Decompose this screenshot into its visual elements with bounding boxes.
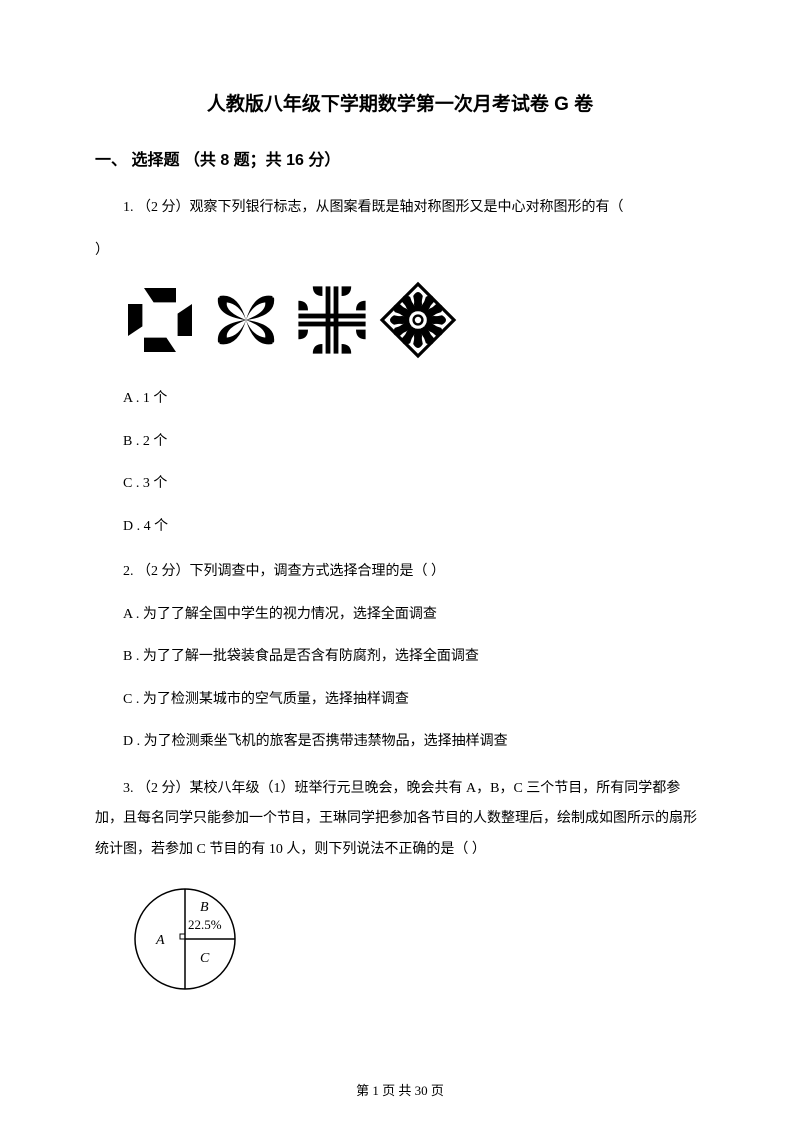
q1-stem-paren: ）: [95, 240, 705, 262]
q2-opt-a: A . 为了了解全国中学生的视力情况，选择全面调查: [95, 604, 705, 626]
q1-opt-c: C . 3 个: [95, 473, 705, 495]
pie-label-c: C: [200, 951, 210, 966]
q2-opt-b: B . 为了了解一批袋装食品是否含有防腐剂，选择全面调查: [95, 646, 705, 668]
q1-opt-b: B . 2 个: [95, 431, 705, 453]
q1-opt-d: D . 4 个: [95, 516, 705, 538]
q1-opt-a: A . 1 个: [95, 388, 705, 410]
section-header: 一、 选择题 （共 8 题；共 16 分）: [95, 148, 705, 174]
q3-pie-chart: A B 22.5% C: [130, 884, 705, 1002]
bank-logo-2-icon: [206, 280, 286, 360]
pie-label-b-pct: 22.5%: [188, 917, 222, 932]
q3-stem: 3. （2 分）某校八年级（1）班举行元旦晚会，晚会共有 A，B，C 三个节目，…: [95, 774, 705, 866]
q1-logos: [120, 280, 705, 360]
q1-stem-text-a: 1. （2 分）观察下列银行标志，从图案看既是轴对称图形又是中心对称图形的有（: [123, 200, 624, 215]
pie-label-a: A: [155, 933, 165, 948]
q2-stem: 2. （2 分）下列调查中，调查方式选择合理的是（ ）: [95, 558, 705, 586]
page-footer: 第 1 页 共 30 页: [0, 1081, 800, 1102]
bank-logo-3-icon: [292, 280, 372, 360]
q1-stem: 1. （2 分）观察下列银行标志，从图案看既是轴对称图形又是中心对称图形的有（: [95, 194, 705, 222]
bank-logo-4-icon: [378, 280, 458, 360]
exam-title: 人教版八年级下学期数学第一次月考试卷 G 卷: [95, 90, 705, 120]
pie-label-b: B: [200, 900, 209, 915]
q2-opt-c: C . 为了检测某城市的空气质量，选择抽样调查: [95, 689, 705, 711]
q2-opt-d: D . 为了检测乘坐飞机的旅客是否携带违禁物品，选择抽样调查: [95, 731, 705, 753]
bank-logo-1-icon: [120, 280, 200, 360]
